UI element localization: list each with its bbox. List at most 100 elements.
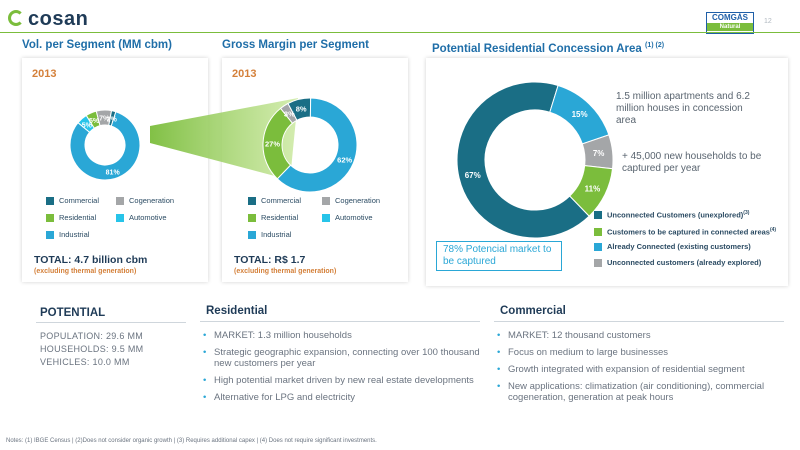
vol-total: TOTAL: 4.7 billion cbm (34, 254, 148, 266)
legend-swatch (594, 259, 602, 267)
vol-legend: Commercial Cogeneration Residential Auto… (46, 196, 196, 239)
legend-label: Commercial (59, 196, 100, 205)
legend-commercial: Commercial (248, 196, 322, 205)
legend-swatch (322, 196, 330, 205)
legend-label: Unconnected customers (already explored) (607, 258, 762, 267)
cosan-logo-icon (8, 10, 24, 26)
area-callout-new-households: + 45,000 new households to be captured p… (622, 151, 762, 174)
comgas-logo-sub: Natural (707, 23, 753, 31)
legend-swatch (322, 213, 330, 222)
legend-cogeneration: Cogeneration (116, 196, 174, 205)
legend-text: Unconnected Customers (unexplored) (607, 210, 744, 220)
slice-commercial (108, 110, 117, 127)
data-label-automotive: 5% (82, 122, 93, 129)
market-potential-box: 78% Potencial market to be captured (436, 241, 562, 271)
area-donut-chart: 67% 15% 7% 11% (456, 81, 614, 239)
legend-label: Already Connected (existing customers) (607, 242, 751, 251)
slice-cogeneration (279, 102, 298, 124)
data-label-commercial: 2% (107, 116, 118, 123)
comgas-logo-text: COMGÁS (712, 13, 748, 22)
connector-wedge (150, 98, 298, 180)
slice-industrial (276, 97, 358, 193)
commercial-title: Commercial (500, 305, 566, 317)
legend-residential: Residential (46, 213, 116, 222)
gross-year: 2013 (232, 68, 257, 80)
data-label-customers-to-be-captured-in-connected-areas: 11% (585, 184, 601, 193)
potential-stats: POPULATION: 29.6 MM HOUSEHOLDS: 9.5 MM V… (40, 330, 143, 369)
gross-donut-chart: 8% 62% 27% 3% (262, 97, 358, 193)
data-label-residential: 5% (89, 118, 100, 125)
legend-sup: (3) (743, 210, 750, 216)
data-label-cogeneration: 7% (99, 116, 110, 123)
area-legend: Unconnected Customers (unexplored)(3) Cu… (594, 210, 786, 267)
area-title-text: Potential Residential Concession Area (432, 42, 642, 55)
legend-swatch (594, 243, 602, 251)
data-label-commercial: 8% (296, 105, 307, 114)
legend-commercial: Commercial (46, 196, 116, 205)
legend-industrial: Industrial (46, 230, 89, 239)
footnotes: Notes: (1) IBGE Census | (2)Does not con… (6, 438, 377, 444)
legend-label: Customers to be captured in connected ar… (607, 227, 776, 237)
list-item: High potential market driven by new real… (203, 375, 484, 386)
legend-label: Residential (59, 213, 97, 222)
legend-label: Cogeneration (335, 196, 381, 205)
page-number: 12 (764, 18, 772, 25)
legend-industrial: Industrial (248, 230, 291, 239)
legend-swatch (594, 227, 602, 236)
legend-label: Industrial (261, 230, 292, 239)
gross-legend: Commercial Cogeneration Residential Auto… (248, 196, 398, 239)
legend-automotive: Automotive (322, 213, 373, 222)
vol-donut-chart: 81%5%5% 7%2% (69, 110, 141, 180)
residential-divider (200, 321, 480, 322)
gross-total: TOTAL: R$ 1.7 (234, 254, 306, 266)
area-title-sup: (1) (2) (645, 42, 665, 49)
slice-industrial (69, 111, 141, 180)
cosan-logo: cosan (28, 8, 89, 30)
legend-cogeneration: Cogeneration (322, 196, 380, 205)
legend-label: Automotive (335, 213, 373, 222)
header-divider (0, 32, 800, 33)
potential-title: POTENTIAL (40, 307, 106, 319)
legend-swatch (248, 230, 256, 239)
legend-swatch (248, 213, 256, 222)
legend-swatch (46, 230, 54, 239)
legend-sup: (4) (769, 226, 777, 233)
residential-list: MARKET: 1.3 million households Strategic… (202, 330, 484, 409)
legend-swatch (46, 196, 54, 205)
vol-year: 2013 (32, 68, 57, 80)
legend-swatch (248, 196, 256, 205)
list-item: MARKET: 12 thousand customers (497, 330, 793, 341)
residential-title: Residential (206, 305, 268, 317)
list-item: Focus on medium to large businesses (497, 347, 793, 358)
list-item: Growth integrated with expansion of resi… (497, 364, 793, 375)
legend-connected: Already Connected (existing customers) (594, 242, 786, 251)
comgas-logo: COMGÁS Natural (706, 12, 754, 34)
list-item: Alternative for LPG and electricity (203, 392, 484, 403)
legend-swatch (116, 196, 124, 205)
legend-swatch (594, 211, 602, 219)
legend-residential: Residential (248, 213, 322, 222)
legend-label: Industrial (59, 230, 90, 239)
list-item: MARKET: 1.3 million households (203, 330, 484, 341)
potential-divider (36, 322, 186, 323)
data-label-residential: 27% (265, 139, 280, 148)
legend-explored: Unconnected customers (already explored) (594, 258, 786, 267)
legend-label: Unconnected Customers (unexplored)(3) (607, 210, 749, 220)
commercial-list: MARKET: 12 thousand customers Focus on m… (496, 330, 793, 409)
list-item: Strategic geographic expansion, connecti… (203, 347, 484, 369)
area-callout-households: 1.5 million apartments and 6.2 million h… (616, 91, 750, 126)
stat-vehicles: VEHICLES: 10.0 MM (40, 357, 130, 367)
list-item: New applications: climatization (air con… (497, 381, 793, 403)
legend-label: Residential (261, 213, 299, 222)
legend-label: Commercial (261, 196, 302, 205)
legend-swatch (116, 213, 124, 222)
commercial-divider (494, 321, 784, 322)
legend-label: Automotive (129, 213, 167, 222)
data-label-industrial: 62% (337, 155, 352, 164)
vol-total-note: (excluding thermal generation) (34, 268, 137, 275)
legend-automotive: Automotive (116, 213, 167, 222)
gross-total-note: (excluding thermal generation) (234, 268, 337, 275)
legend-text: Customers to be captured in connected ar… (607, 227, 770, 236)
data-label-unconnected-customers-already-explored: 7% (593, 149, 605, 158)
stat-households: HOUSEHOLDS: 9.5 MM (40, 344, 144, 354)
